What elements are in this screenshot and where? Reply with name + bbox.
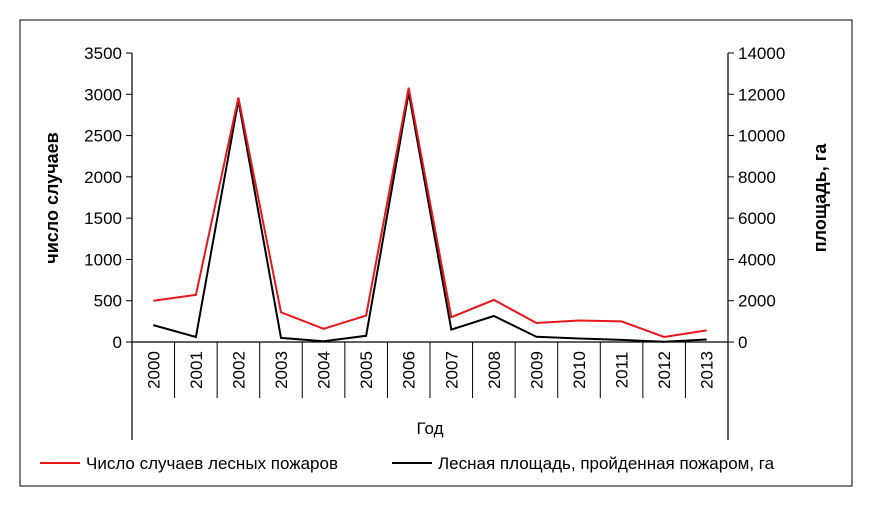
x-category-label: 2012 bbox=[655, 351, 674, 389]
axes bbox=[131, 53, 729, 440]
left-tick-label: 1500 bbox=[84, 209, 122, 228]
right-tick-label: 8000 bbox=[738, 168, 776, 187]
left-tick-label: 3500 bbox=[84, 44, 122, 63]
x-category-label: 2007 bbox=[442, 351, 461, 389]
x-category-labels: 2000 2001 2002 2003 2004 2005 2006 2007 2008 2009… bbox=[144, 351, 716, 389]
x-category-label: 2000 bbox=[144, 351, 163, 389]
left-y-ticks: 0 500 1000 1500 2000 2500 3000 3500 bbox=[84, 44, 132, 352]
right-axis-title: площадь, га bbox=[810, 143, 830, 252]
series-line-fire-count bbox=[153, 87, 707, 339]
series-line-burned-area bbox=[153, 92, 707, 343]
right-tick-label: 6000 bbox=[738, 209, 776, 228]
x-category-label: 2003 bbox=[272, 351, 291, 389]
left-axis-title: число случаев bbox=[42, 132, 62, 263]
x-category-label: 2009 bbox=[527, 351, 546, 389]
x-category-label: 2006 bbox=[400, 351, 419, 389]
chart-border bbox=[19, 19, 853, 487]
x-category-label: 2008 bbox=[485, 351, 504, 389]
x-category-label: 2013 bbox=[698, 351, 717, 389]
left-tick-label: 1000 bbox=[84, 250, 122, 269]
left-tick-label: 0 bbox=[113, 333, 122, 352]
right-y-ticks: 0 2000 4000 6000 8000 10000 12000 14000 bbox=[728, 44, 785, 352]
left-tick-label: 500 bbox=[94, 292, 122, 311]
right-tick-label: 14000 bbox=[738, 44, 785, 63]
x-category-label: 2005 bbox=[357, 351, 376, 389]
right-tick-label: 12000 bbox=[738, 85, 785, 104]
x-category-label: 2002 bbox=[229, 351, 248, 389]
left-tick-label: 2500 bbox=[84, 127, 122, 146]
left-tick-label: 3000 bbox=[84, 85, 122, 104]
x-category-label: 2004 bbox=[315, 351, 334, 389]
left-tick-label: 2000 bbox=[84, 168, 122, 187]
legend: Число случаев лесных пожаров Лесная площ… bbox=[40, 454, 775, 473]
series-lines bbox=[153, 87, 707, 343]
legend-label-fires: Число случаев лесных пожаров bbox=[86, 454, 338, 473]
legend-label-area: Лесная площадь, пройденная пожаром, га bbox=[438, 454, 775, 473]
x-category-label: 2010 bbox=[570, 351, 589, 389]
right-tick-label: 0 bbox=[738, 333, 747, 352]
right-tick-label: 10000 bbox=[738, 127, 785, 146]
right-tick-label: 2000 bbox=[738, 292, 776, 311]
x-category-label: 2011 bbox=[613, 352, 632, 389]
x-category-label: 2001 bbox=[187, 351, 206, 389]
x-axis-title: Год bbox=[416, 419, 443, 438]
right-tick-label: 4000 bbox=[738, 250, 776, 269]
